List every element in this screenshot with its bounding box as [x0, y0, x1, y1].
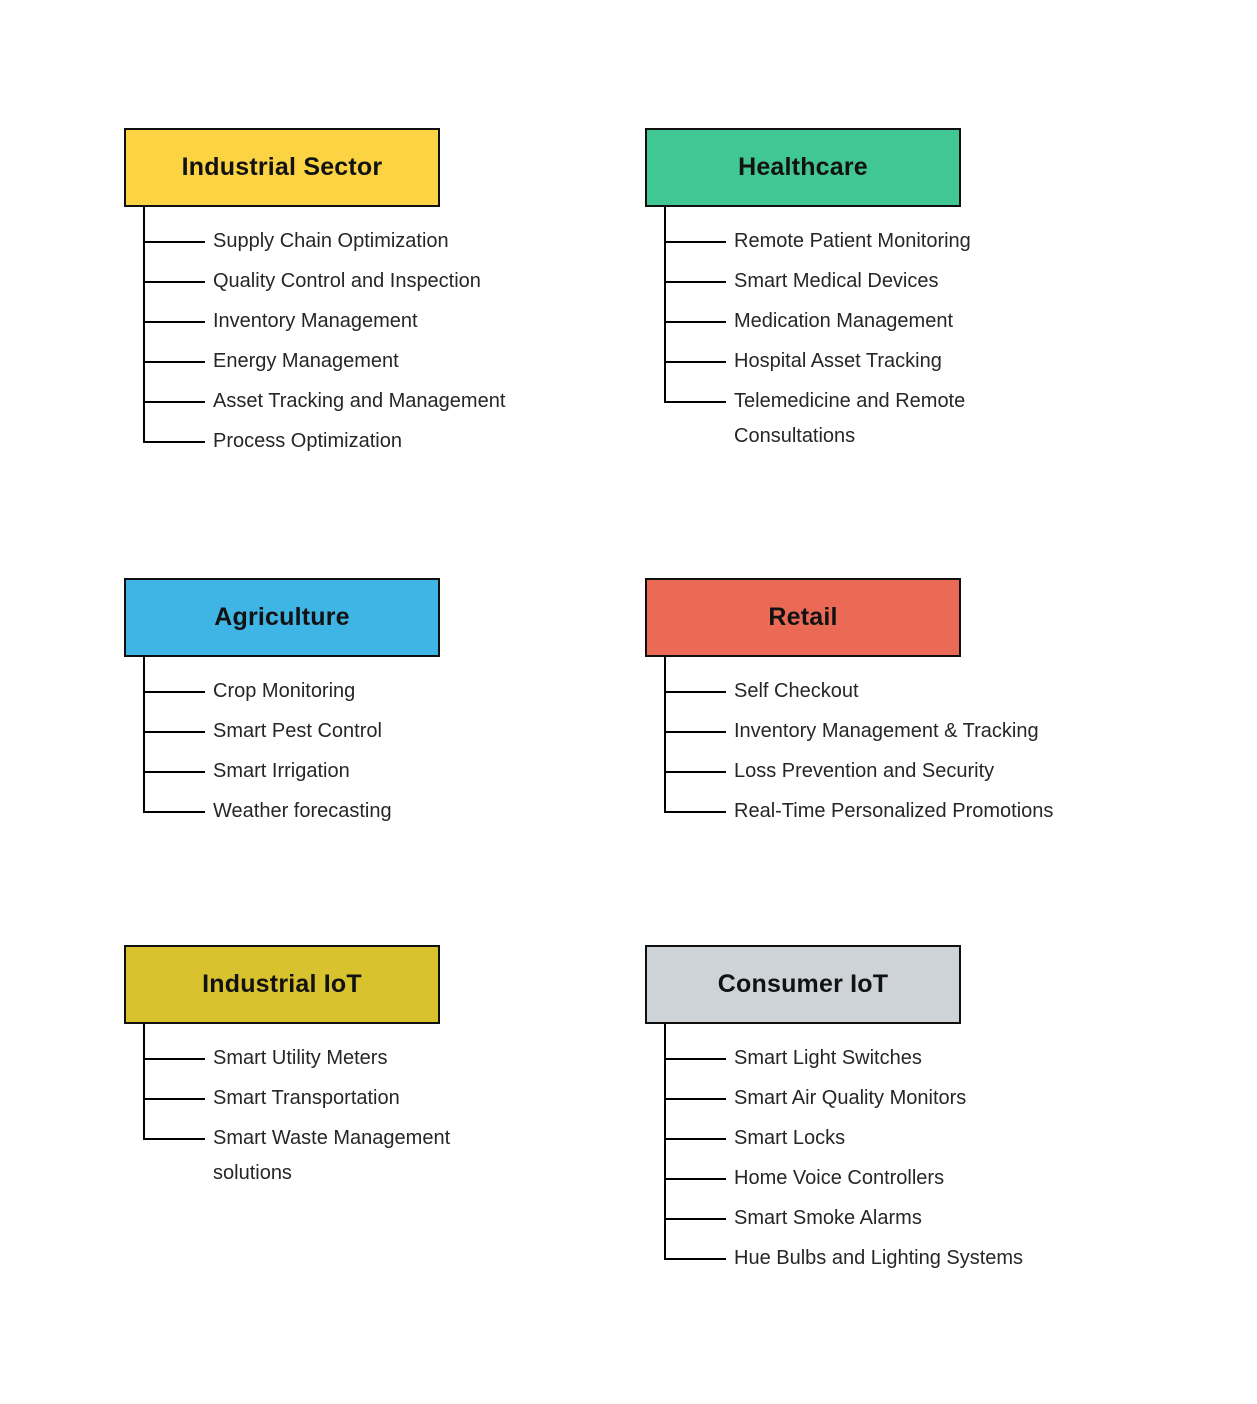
category-title: Healthcare [738, 153, 868, 181]
tree-item: Smart Light Switches [664, 1024, 1164, 1081]
category-consumer-iot: Consumer IoT Smart Light Switches Smart Ai… [645, 945, 1166, 1404]
category-title: Agriculture [214, 603, 350, 631]
tree-item: Remote Patient Monitoring [664, 207, 1164, 264]
tree-item-label: Medication Management [734, 310, 954, 332]
tree-item: Hue Bulbs and Lighting Systems [664, 1241, 1164, 1281]
tree-item: Self Checkout [664, 657, 1164, 714]
category-title: Retail [768, 603, 838, 631]
tree-item: Hospital Asset Tracking [664, 344, 1164, 384]
tree-item: Inventory Management & Tracking [664, 714, 1164, 754]
tree-item-label: Smart Locks [734, 1127, 846, 1149]
industrial-sector-header-box: Industrial Sector [124, 128, 440, 207]
category-title: Industrial Sector [181, 153, 383, 181]
tree-item-label: Smart Smoke Alarms [734, 1207, 922, 1229]
tree-item: Supply Chain Optimization [143, 207, 643, 264]
category-items: Supply Chain Optimization Quality Control… [143, 207, 643, 464]
tree-item: Process Optimization [143, 424, 643, 464]
tree-item-label: Smart Pest Control [213, 720, 382, 742]
tree-item: Smart Utility Meters [143, 1024, 643, 1081]
tree-item: Smart Waste Management solutions [143, 1121, 643, 1196]
category-title: Consumer IoT [717, 970, 889, 998]
category-items: Smart Utility Meters Smart Transportation… [143, 1024, 643, 1196]
tree-item-label: Weather forecasting [213, 800, 392, 822]
tree-item: Smart Medical Devices [664, 264, 1164, 304]
tree-item-label: Hospital Asset Tracking [734, 350, 942, 372]
category-healthcare: Healthcare Remote Patient Monitoring Smart… [645, 128, 1166, 578]
tree-item: Smart Locks [664, 1121, 1164, 1161]
tree-item: Real-Time Personalized Promotions [664, 794, 1164, 834]
tree-item-label: Quality Control and Inspection [213, 270, 481, 292]
tree-item-label: Remote Patient Monitoring [734, 230, 971, 252]
tree-item: Smart Irrigation [143, 754, 643, 794]
category-agriculture: Agriculture Crop Monitoring Smart Pest Con… [124, 578, 645, 945]
industrial-iot-header-box: Industrial IoT [124, 945, 440, 1024]
category-items: Crop Monitoring Smart Pest Control Smart I… [143, 657, 643, 834]
tree-item: Quality Control and Inspection [143, 264, 643, 304]
tree-item-label: Inventory Management & Tracking [734, 720, 1039, 742]
tree-item-label: Inventory Management [213, 310, 418, 332]
category-items: Self Checkout Inventory Management & Trac… [664, 657, 1164, 834]
tree-item-label: Smart Waste Management solutions [213, 1127, 451, 1184]
tree-item: Smart Air Quality Monitors [664, 1081, 1164, 1121]
tree-item-label: Self Checkout [734, 680, 859, 702]
tree-item: Telemedicine and Remote Consultations [664, 384, 1164, 459]
category-items: Remote Patient Monitoring Smart Medical D… [664, 207, 1164, 459]
category-title: Industrial IoT [202, 970, 362, 998]
tree-item-label: Hue Bulbs and Lighting Systems [734, 1247, 1024, 1269]
tree-item-label: Smart Air Quality Monitors [734, 1087, 967, 1109]
tree-item-label: Supply Chain Optimization [213, 230, 449, 252]
healthcare-header-box: Healthcare [645, 128, 961, 207]
tree-item: Medication Management [664, 304, 1164, 344]
tree-item-label: Process Optimization [213, 430, 402, 452]
tree-item-label: Smart Irrigation [213, 760, 350, 782]
tree-item-label: Smart Utility Meters [213, 1047, 388, 1069]
tree-item-label: Loss Prevention and Security [734, 760, 995, 782]
tree-item: Energy Management [143, 344, 643, 384]
tree-item-label: Home Voice Controllers [734, 1167, 945, 1189]
category-industrial-sector: Industrial Sector Supply Chain Optimizati… [124, 128, 645, 578]
tree-item: Crop Monitoring [143, 657, 643, 714]
tree-item-label: Smart Medical Devices [734, 270, 939, 292]
tree-item-label: Crop Monitoring [213, 680, 356, 702]
tree-item: Smart Smoke Alarms [664, 1201, 1164, 1241]
tree-item-label: Smart Transportation [213, 1087, 400, 1109]
tree-item: Asset Tracking and Management [143, 384, 643, 424]
tree-item-label: Asset Tracking and Management [213, 390, 506, 412]
category-items: Smart Light Switches Smart Air Quality Mo… [664, 1024, 1164, 1281]
tree-item: Home Voice Controllers [664, 1161, 1164, 1201]
tree-item: Weather forecasting [143, 794, 643, 834]
agriculture-header-box: Agriculture [124, 578, 440, 657]
tree-item: Smart Pest Control [143, 714, 643, 754]
category-industrial-iot: Industrial IoT Smart Utility Meters Smart … [124, 945, 645, 1404]
tree-item-label: Energy Management [213, 350, 399, 372]
tree-item: Inventory Management [143, 304, 643, 344]
retail-header-box: Retail [645, 578, 961, 657]
category-retail: Retail Self Checkout Inventory Management … [645, 578, 1166, 945]
tree-item-label: Telemedicine and Remote Consultations [734, 390, 966, 447]
tree-item-label: Smart Light Switches [734, 1047, 922, 1069]
tree-item: Smart Transportation [143, 1081, 643, 1121]
tree-item-label: Real-Time Personalized Promotions [734, 800, 1054, 822]
consumer-iot-header-box: Consumer IoT [645, 945, 961, 1024]
tree-item: Loss Prevention and Security [664, 754, 1164, 794]
